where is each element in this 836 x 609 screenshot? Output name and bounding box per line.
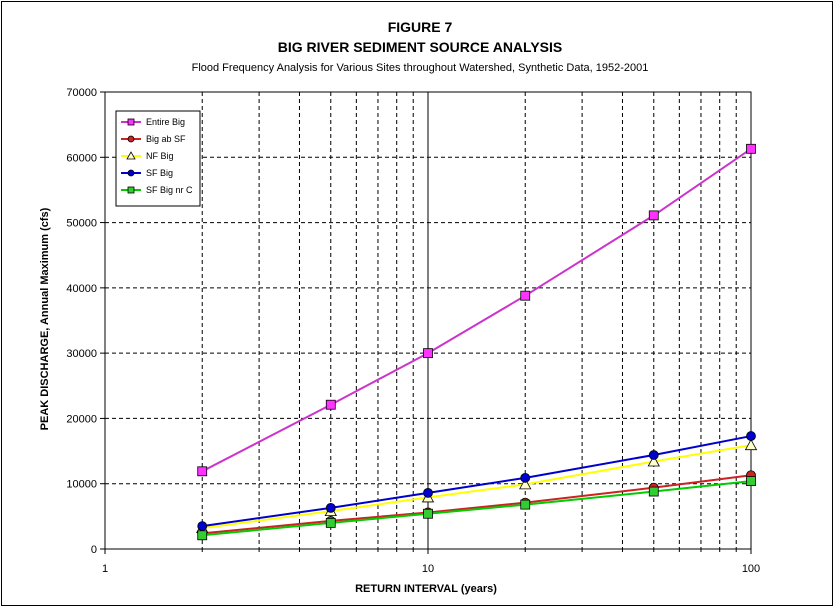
data-point: [423, 508, 433, 519]
series-sf-big-nr-c: [197, 476, 756, 541]
legend-label: SF Big: [146, 168, 173, 178]
legend-label: Big ab SF: [146, 134, 186, 144]
y-tick-label: 10000: [66, 479, 97, 491]
series-line: [202, 474, 752, 535]
series-line: [202, 435, 752, 528]
data-point: [423, 348, 433, 359]
x-tick-label: 100: [742, 563, 760, 575]
plot-area: 0 10000 20000 30000 40000 50000 60000 70000 1 10 1…: [66, 87, 760, 575]
chart-subtitle-2: Flood Frequency Analysis for Various Sit…: [192, 62, 649, 74]
data-point: [325, 399, 336, 410]
series-sf-big: [197, 431, 756, 532]
data-point: [648, 210, 659, 221]
data-point: [647, 455, 660, 467]
data-point: [746, 431, 756, 441]
data-point: [746, 476, 756, 487]
legend-marker: [127, 135, 135, 143]
y-tick-label: 50000: [66, 218, 97, 230]
data-point: [746, 143, 756, 154]
y-tick-label: 20000: [66, 413, 97, 425]
chart-title: FIGURE 7: [388, 19, 453, 35]
x-tick-label: 1: [102, 563, 108, 575]
data-point: [519, 478, 532, 490]
data-point: [423, 487, 433, 498]
series-line: [202, 444, 752, 530]
data-point: [520, 472, 531, 483]
data-point: [520, 499, 531, 510]
data-point: [325, 517, 336, 528]
y-tick-label: 40000: [66, 283, 97, 295]
x-axis-label: RETURN INTERVAL (years): [355, 583, 497, 595]
legend-marker: [126, 151, 136, 160]
data-point: [197, 530, 208, 541]
gridlines: [105, 92, 751, 549]
y-tick-label: 60000: [66, 152, 97, 164]
x-tick-label: 10: [422, 563, 434, 575]
legend-marker: [127, 186, 135, 194]
legend: Entire Big Big ab SF NF Big SF Big SF Big nr…: [115, 110, 201, 207]
y-tick-label: 30000: [66, 348, 97, 360]
y-tick-label: 70000: [66, 87, 97, 99]
legend-item: Entire Big: [121, 117, 185, 127]
data-point: [325, 502, 336, 513]
series-line: [201, 147, 752, 473]
series-entire-big: [197, 143, 756, 477]
data-point: [520, 290, 531, 301]
legend-item: NF Big: [121, 151, 174, 161]
y-tick-label: 0: [91, 544, 97, 556]
y-axis-label: PEAK DISCHARGE, Annual Maximum (cfs): [39, 207, 51, 430]
data-point: [197, 521, 208, 532]
series-line: [202, 480, 752, 537]
legend-marker: [127, 169, 135, 177]
data-point: [648, 486, 659, 497]
legend-label: SF Big nr C: [146, 185, 193, 195]
legend-label: NF Big: [146, 151, 174, 161]
axis-ticks: 0 10000 20000 30000 40000 50000 60000 70000 1 10 1…: [66, 87, 760, 575]
chart-subtitle: BIG RIVER SEDIMENT SOURCE ANALYSIS: [278, 39, 562, 55]
legend-item: Big ab SF: [121, 134, 186, 144]
data-point: [744, 438, 758, 451]
data-point: [197, 466, 208, 477]
legend-marker: [127, 118, 135, 126]
data-point: [648, 450, 659, 460]
legend-label: Entire Big: [146, 117, 185, 127]
legend-item: SF Big nr C: [121, 185, 193, 195]
legend-item: SF Big: [121, 168, 173, 178]
